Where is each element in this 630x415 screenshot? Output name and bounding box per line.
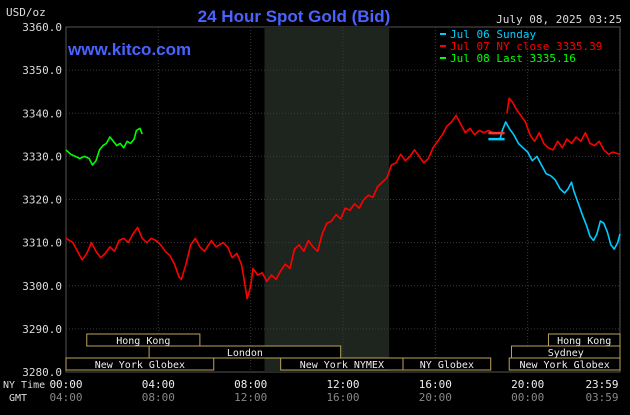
gmt-tick-label: 12:00 <box>234 391 267 404</box>
y-tick-label: 3300.0 <box>22 280 62 293</box>
session-label: New York Globex <box>519 360 609 371</box>
series-line <box>65 114 496 300</box>
x-tick-labels: 00:0004:0004:0008:0008:0012:0012:0016:00… <box>49 378 618 404</box>
series-line <box>506 97 620 155</box>
session-label: Hong Kong <box>116 336 170 347</box>
y-tick-label: 3330.0 <box>22 150 62 163</box>
session-label: NY Globex <box>420 360 474 371</box>
session-label: New York Globex <box>95 360 185 371</box>
grid-layer <box>66 27 621 372</box>
gmt-tick-label: 08:00 <box>142 391 175 404</box>
gmt-tick-label: 03:59 <box>585 391 618 404</box>
series-layer <box>65 97 621 300</box>
y-axis-label: USD/oz <box>6 6 46 19</box>
session-bar <box>86 333 201 347</box>
session-bar <box>508 357 621 371</box>
y-tick-label: 3360.0 <box>22 21 62 34</box>
series-line <box>490 121 621 250</box>
legend-entry: Jul 06 Sunday <box>450 28 536 41</box>
y-tick-labels: 3360.0 3350.0 3340.0 3330.0 3320.0 3310.0 3300… <box>22 21 62 379</box>
shaded-session-layer <box>264 27 390 372</box>
y-tick-label: 3310.0 <box>22 237 62 250</box>
gmt-tick-label: 04:00 <box>49 391 82 404</box>
session-label: New York NYMEX <box>300 360 384 371</box>
ny-time-tick-label: 08:00 <box>234 378 267 391</box>
session-label: Sydney <box>548 348 584 359</box>
y-tick-label: 3290.0 <box>22 323 62 336</box>
ny-time-tick-label: 00:00 <box>49 378 82 391</box>
session-label: Hong Kong <box>557 336 611 347</box>
chart-title: 24 Hour Spot Gold (Bid) <box>198 7 391 26</box>
ny-time-tick-label: 12:00 <box>326 378 359 391</box>
ny-time-tick-label: 23:59 <box>585 378 618 391</box>
y-tick-label: 3340.0 <box>22 107 62 120</box>
ny-time-tick-label: 16:00 <box>419 378 452 391</box>
session-bar <box>402 357 492 371</box>
session-bar <box>65 357 215 371</box>
y-tick-label: 3350.0 <box>22 64 62 77</box>
session-label: London <box>227 348 263 359</box>
ny-time-tick-label: 20:00 <box>511 378 544 391</box>
gmt-axis-label: GMT <box>9 393 27 404</box>
series-line <box>65 127 143 166</box>
legend-entry: Jul 07 NY close 3335.39 <box>450 40 602 53</box>
y-tick-label: 3280.0 <box>22 366 62 379</box>
timestamp: July 08, 2025 03:25 <box>496 13 622 26</box>
gmt-tick-label: 00:00 <box>511 391 544 404</box>
gmt-tick-label: 16:00 <box>326 391 359 404</box>
y-tick-label: 3320.0 <box>22 194 62 207</box>
gmt-tick-label: 20:00 <box>419 391 452 404</box>
legend-entry: Jul 08 Last 3335.16 <box>450 52 576 65</box>
kitco-watermark: www.kitco.com <box>67 40 191 59</box>
ny-time-tick-label: 04:00 <box>142 378 175 391</box>
ny-time-axis-label: NY Time <box>3 380 45 391</box>
shaded-session-band <box>264 27 390 372</box>
session-bar <box>148 345 342 359</box>
